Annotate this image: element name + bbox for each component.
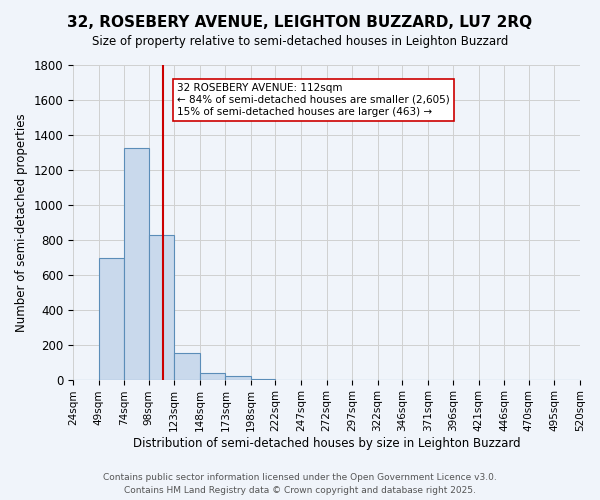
Bar xyxy=(149,234,174,380)
Bar xyxy=(98,258,124,380)
Text: 32, ROSEBERY AVENUE, LEIGHTON BUZZARD, LU7 2RQ: 32, ROSEBERY AVENUE, LEIGHTON BUZZARD, L… xyxy=(67,15,533,30)
Text: Size of property relative to semi-detached houses in Leighton Buzzard: Size of property relative to semi-detach… xyxy=(92,35,508,48)
Text: Contains HM Land Registry data © Crown copyright and database right 2025.: Contains HM Land Registry data © Crown c… xyxy=(124,486,476,495)
X-axis label: Distribution of semi-detached houses by size in Leighton Buzzard: Distribution of semi-detached houses by … xyxy=(133,437,520,450)
Text: 32 ROSEBERY AVENUE: 112sqm
← 84% of semi-detached houses are smaller (2,605)
15%: 32 ROSEBERY AVENUE: 112sqm ← 84% of semi… xyxy=(177,84,449,116)
Bar xyxy=(124,148,149,380)
Bar xyxy=(174,352,200,380)
Text: Contains public sector information licensed under the Open Government Licence v3: Contains public sector information licen… xyxy=(103,474,497,482)
Bar xyxy=(200,372,226,380)
Y-axis label: Number of semi-detached properties: Number of semi-detached properties xyxy=(15,113,28,332)
Bar xyxy=(226,376,251,380)
Bar xyxy=(251,378,275,380)
